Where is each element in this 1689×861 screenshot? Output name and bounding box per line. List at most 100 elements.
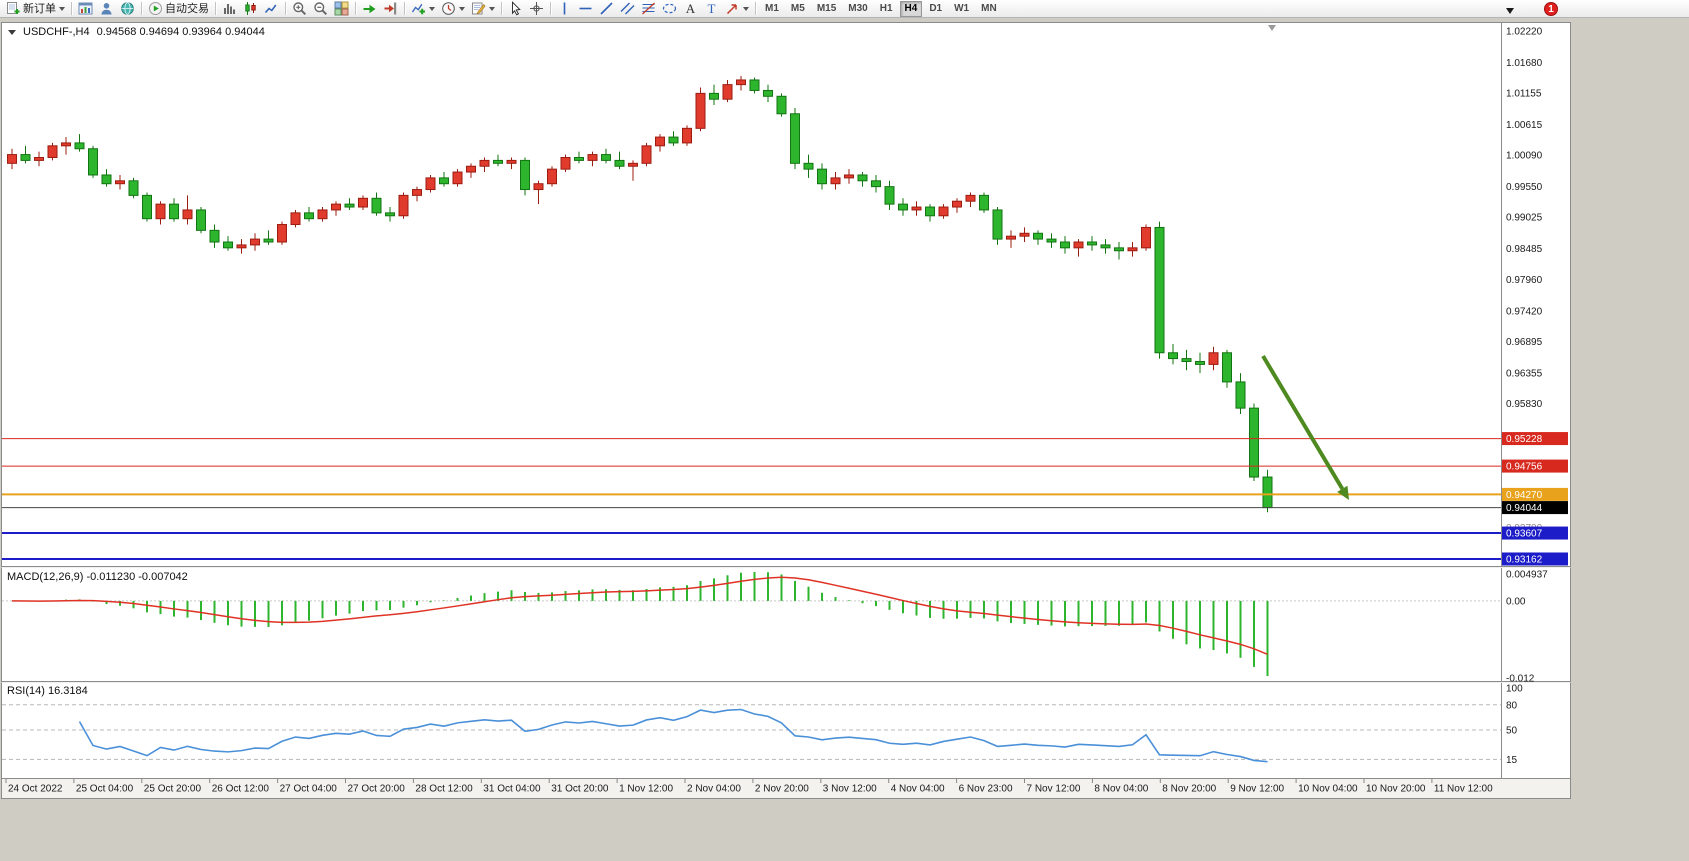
rsi-line [78,708,1268,763]
horizontal-level-lines [2,438,1501,560]
timeframe-d1-button[interactable]: D1 [929,2,943,14]
candle-body [911,206,922,211]
time-axis[interactable] [2,779,1570,798]
macd-indicator-label: MACD(12,26,9) -0.011230 -0.007042 [7,571,188,583]
text-button[interactable]: A [680,1,701,17]
timeframe-w1-button[interactable]: W1 [954,2,970,14]
toolbar-separator [404,2,405,15]
candle-body [128,180,139,196]
arrows-button[interactable] [722,1,752,17]
arrow-shaft[interactable] [1261,354,1345,490]
templates-button[interactable] [468,1,498,17]
tile-windows-button[interactable] [331,1,352,17]
line-chart-style-button[interactable] [261,1,282,17]
chart-shift-marker[interactable] [1268,25,1276,31]
auto-trading-button[interactable]: 自动交易 [145,1,212,17]
candle-body [844,174,854,179]
timeframe-m5-button[interactable]: M5 [790,2,805,14]
symbol-dropdown-icon[interactable] [8,29,16,35]
vertical-line-button[interactable] [554,1,575,17]
toolbar-separator [550,2,551,15]
text-label-button[interactable]: T [701,1,722,17]
svg-text:7 Nov 12:00: 7 Nov 12:00 [1027,784,1081,795]
notification-badge[interactable]: 1 [1544,2,1558,16]
shapes-button[interactable] [659,1,680,17]
chevron-down-icon[interactable] [429,6,435,11]
candle-body [277,224,287,243]
candle-body [466,165,476,173]
open-chart-button[interactable] [75,1,96,17]
svg-text:1.00090: 1.00090 [1506,151,1543,162]
svg-text:2 Nov 04:00: 2 Nov 04:00 [687,784,741,795]
toolbar-separator [141,2,142,15]
svg-text:80: 80 [1506,700,1518,711]
candle-body [236,244,247,249]
candle-body [682,127,692,144]
candle-body [547,168,557,185]
svg-text:26 Oct 12:00: 26 Oct 12:00 [212,784,270,795]
toolbar-separator [285,2,286,15]
cursor-button[interactable] [505,1,526,17]
zoom-out-button[interactable] [310,1,331,17]
svg-text:6 Nov 23:00: 6 Nov 23:00 [959,784,1013,795]
candle-body [74,142,85,150]
horizontal-line-button[interactable] [575,1,596,17]
timeframe-m1-button[interactable]: M1 [765,2,779,14]
candlestick-style-button[interactable] [240,1,261,17]
chevron-down-icon[interactable] [489,6,495,11]
svg-text:0.93607: 0.93607 [1506,529,1543,540]
indicators-list-button[interactable] [408,1,438,17]
candle-body [614,159,625,167]
toolbar-separator [355,2,356,15]
svg-text:0.95830: 0.95830 [1506,399,1543,410]
chart-window-icon [78,1,93,16]
bar-chart-style-button[interactable] [219,1,240,17]
candle-body [668,136,679,144]
chevron-down-icon[interactable] [743,6,749,11]
candle-body [1046,238,1057,243]
candle-body [1208,352,1219,365]
equidistant-channel-button[interactable] [617,1,638,17]
auto-scroll-button[interactable] [359,1,380,17]
periods-button[interactable] [438,1,468,17]
fibonacci-retracement-button[interactable] [638,1,659,17]
timeframe-h4-button[interactable]: H4 [899,0,923,17]
trend-arrow-object[interactable] [1261,354,1349,500]
candle-body [749,79,760,91]
candle-body [88,148,98,176]
new-order-button[interactable]: 新订单 [3,1,68,17]
svg-text:0.95228: 0.95228 [1506,434,1543,445]
chevron-down-icon[interactable] [459,6,465,11]
candle-body [196,209,206,231]
candle-body [452,171,463,185]
toolbar-separator [71,2,72,15]
timeframe-m30-button[interactable]: M30 [848,2,868,14]
new-order-icon [6,1,21,16]
chart-shift-icon [383,1,398,16]
candle-body [169,203,179,220]
svg-text:11 Nov 12:00: 11 Nov 12:00 [1434,784,1493,795]
timeframe-m15-button[interactable]: M15 [816,2,837,14]
chart-title: USDCHF-,H4 0.94568 0.94694 0.93964 0.940… [8,26,265,38]
candle-body [695,92,706,129]
macd-histogram [24,572,1269,676]
zoom-in-icon [292,1,307,16]
chart-shift-button[interactable] [380,1,401,17]
svg-text:15: 15 [1506,755,1518,766]
profile-button[interactable] [96,1,117,17]
svg-text:4 Nov 04:00: 4 Nov 04:00 [891,784,945,795]
zoom-in-button[interactable] [289,1,310,17]
auto-trading-label: 自动交易 [165,2,209,15]
toolbar-overflow-icon[interactable] [1506,8,1514,14]
timeframe-mn-button[interactable]: MN [981,2,997,14]
chevron-down-icon[interactable] [59,6,65,11]
svg-text:31 Oct 20:00: 31 Oct 20:00 [551,784,609,795]
community-button[interactable] [117,1,138,17]
timeframe-h1-button[interactable]: H1 [879,2,893,14]
crosshair-button[interactable] [526,1,547,17]
svg-text:10 Nov 04:00: 10 Nov 04:00 [1298,784,1358,795]
svg-text:A: A [686,1,696,16]
trendline-button[interactable] [596,1,617,17]
chart-canvas[interactable]: 1.02220 1.01680 1.01155 1.00615 1.00090 0.995… [0,18,1689,861]
chart-ohlc-values: 0.94568 0.94694 0.93964 0.94044 [96,26,265,38]
